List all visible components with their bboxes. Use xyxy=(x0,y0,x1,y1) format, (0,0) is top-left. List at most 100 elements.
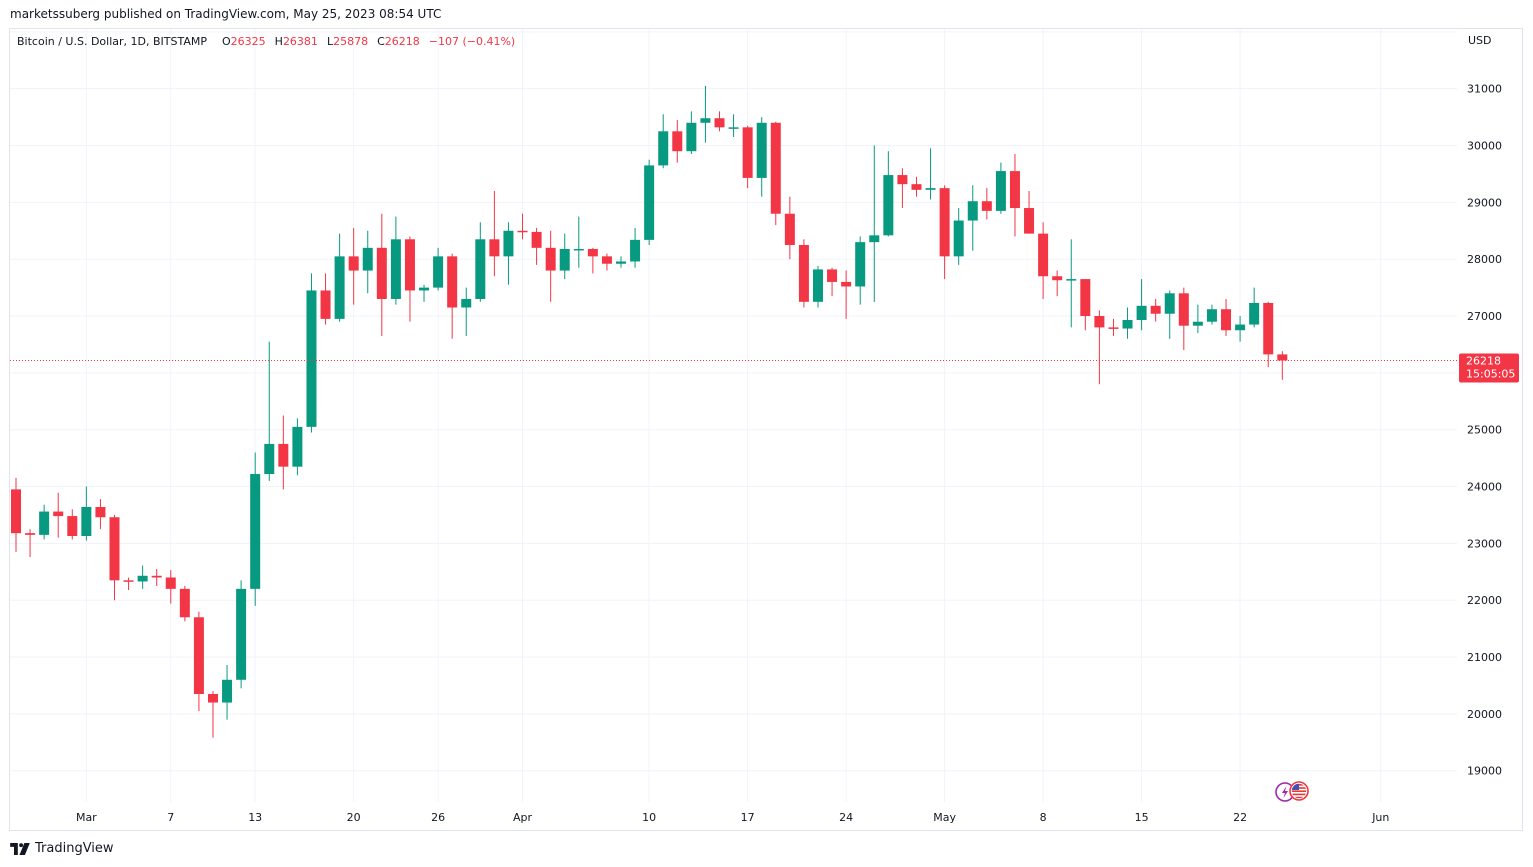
candle[interactable] xyxy=(151,568,162,587)
candle[interactable] xyxy=(531,227,542,265)
candle[interactable] xyxy=(81,486,92,541)
candle[interactable] xyxy=(1178,287,1189,351)
candle[interactable] xyxy=(1136,279,1147,331)
candle[interactable] xyxy=(911,176,922,197)
candle[interactable] xyxy=(207,691,218,738)
candle[interactable] xyxy=(700,85,711,143)
candle[interactable] xyxy=(292,418,303,476)
candle[interactable] xyxy=(1122,307,1133,339)
candle[interactable] xyxy=(475,222,486,302)
candle[interactable] xyxy=(1221,298,1232,336)
candle[interactable] xyxy=(404,236,415,322)
candle[interactable] xyxy=(165,570,176,604)
candle[interactable] xyxy=(264,341,275,481)
candle[interactable] xyxy=(714,111,725,132)
candle[interactable] xyxy=(995,162,1006,214)
candle[interactable] xyxy=(953,208,964,265)
currency-label[interactable]: USD xyxy=(1468,34,1492,47)
candle[interactable] xyxy=(756,117,767,197)
candle[interactable] xyxy=(559,233,570,280)
candle[interactable] xyxy=(1038,222,1049,299)
candle[interactable] xyxy=(95,499,106,530)
candle[interactable] xyxy=(376,213,387,336)
candle[interactable] xyxy=(306,273,317,433)
legend-high-label: H xyxy=(274,35,283,48)
candle[interactable] xyxy=(362,230,373,294)
candle[interactable] xyxy=(630,227,641,268)
candle[interactable] xyxy=(1150,298,1161,322)
candle[interactable] xyxy=(137,565,148,589)
candle[interactable] xyxy=(981,188,992,220)
candle[interactable] xyxy=(1009,154,1020,237)
candle[interactable] xyxy=(686,111,697,155)
candle[interactable] xyxy=(278,415,289,490)
candle[interactable] xyxy=(53,492,64,538)
candle[interactable] xyxy=(925,148,936,200)
candle[interactable] xyxy=(742,125,753,189)
candle[interactable] xyxy=(658,114,669,169)
candle[interactable] xyxy=(672,119,683,163)
candle-body xyxy=(742,127,753,178)
candle[interactable] xyxy=(1277,351,1288,380)
candle[interactable] xyxy=(1192,304,1203,334)
candle[interactable] xyxy=(1249,287,1260,328)
candle-body xyxy=(531,231,542,248)
event-icons[interactable] xyxy=(1274,780,1314,804)
candle[interactable] xyxy=(1164,290,1175,339)
candle[interactable] xyxy=(770,121,781,226)
candle[interactable] xyxy=(461,287,472,336)
candle[interactable] xyxy=(39,504,50,540)
candle[interactable] xyxy=(1263,301,1274,368)
candle[interactable] xyxy=(573,216,584,268)
candle[interactable] xyxy=(517,213,528,240)
candle[interactable] xyxy=(222,665,233,720)
candle[interactable] xyxy=(939,185,950,280)
candle[interactable] xyxy=(1206,304,1217,325)
candle[interactable] xyxy=(123,577,134,590)
candle[interactable] xyxy=(250,452,261,606)
candle[interactable] xyxy=(855,236,866,305)
candle[interactable] xyxy=(193,611,204,712)
candle[interactable] xyxy=(883,151,894,237)
candle[interactable] xyxy=(320,273,331,325)
legend-open-label: O xyxy=(221,35,231,48)
candle[interactable] xyxy=(348,227,359,305)
candle[interactable] xyxy=(334,233,345,322)
candle[interactable] xyxy=(869,145,880,302)
candle[interactable] xyxy=(798,239,809,308)
candle[interactable] xyxy=(545,230,556,302)
candle[interactable] xyxy=(1094,310,1105,385)
candle[interactable] xyxy=(1235,316,1246,342)
candle[interactable] xyxy=(841,270,852,319)
candle[interactable] xyxy=(827,267,838,297)
candle[interactable] xyxy=(109,514,120,601)
footer-brand[interactable]: TradingView xyxy=(10,841,114,856)
candle[interactable] xyxy=(728,114,739,137)
candle[interactable] xyxy=(587,247,598,274)
candle[interactable] xyxy=(489,190,500,277)
candle-body xyxy=(348,256,359,271)
candle[interactable] xyxy=(11,478,21,552)
candle[interactable] xyxy=(1080,279,1091,331)
candle[interactable] xyxy=(812,266,823,308)
candle[interactable] xyxy=(179,586,190,622)
candle[interactable] xyxy=(1108,318,1119,336)
candle[interactable] xyxy=(644,159,655,245)
candle[interactable] xyxy=(1066,239,1077,328)
candle[interactable] xyxy=(616,256,627,268)
candle[interactable] xyxy=(67,509,78,540)
candle[interactable] xyxy=(601,253,612,271)
candle[interactable] xyxy=(390,216,401,305)
candle[interactable] xyxy=(784,196,795,260)
candle[interactable] xyxy=(897,168,908,209)
candle[interactable] xyxy=(236,580,247,689)
candle[interactable] xyxy=(967,185,978,251)
candle[interactable] xyxy=(25,529,36,558)
candle[interactable] xyxy=(1052,270,1063,297)
candle[interactable] xyxy=(433,247,444,291)
candle[interactable] xyxy=(447,253,458,339)
candle[interactable] xyxy=(503,222,514,285)
candle[interactable] xyxy=(1024,190,1035,234)
candle[interactable] xyxy=(419,284,430,302)
